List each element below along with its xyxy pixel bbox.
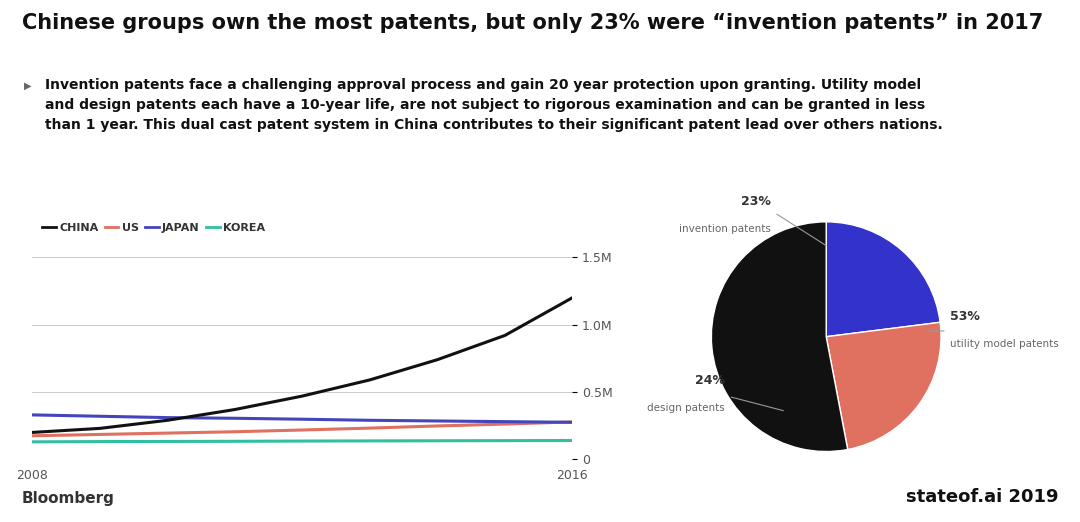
Text: 53%: 53% — [950, 310, 981, 323]
Text: design patents: design patents — [647, 404, 725, 413]
Text: utility model patents: utility model patents — [950, 339, 1059, 349]
Wedge shape — [712, 222, 848, 452]
Text: Chinese groups own the most patents, but only 23% were “invention patents” in 20: Chinese groups own the most patents, but… — [22, 13, 1043, 33]
Text: Bloomberg: Bloomberg — [22, 491, 114, 506]
Wedge shape — [826, 322, 941, 449]
Wedge shape — [826, 222, 940, 337]
Text: 24%: 24% — [696, 374, 725, 387]
Text: Invention patents face a challenging approval process and gain 20 year protectio: Invention patents face a challenging app… — [45, 78, 943, 133]
Text: invention patents: invention patents — [679, 224, 771, 234]
Text: ▶: ▶ — [24, 81, 31, 91]
Text: stateof.ai 2019: stateof.ai 2019 — [906, 489, 1058, 506]
Legend: CHINA, US, JAPAN, KOREA: CHINA, US, JAPAN, KOREA — [38, 219, 270, 238]
Text: 23%: 23% — [741, 195, 771, 208]
